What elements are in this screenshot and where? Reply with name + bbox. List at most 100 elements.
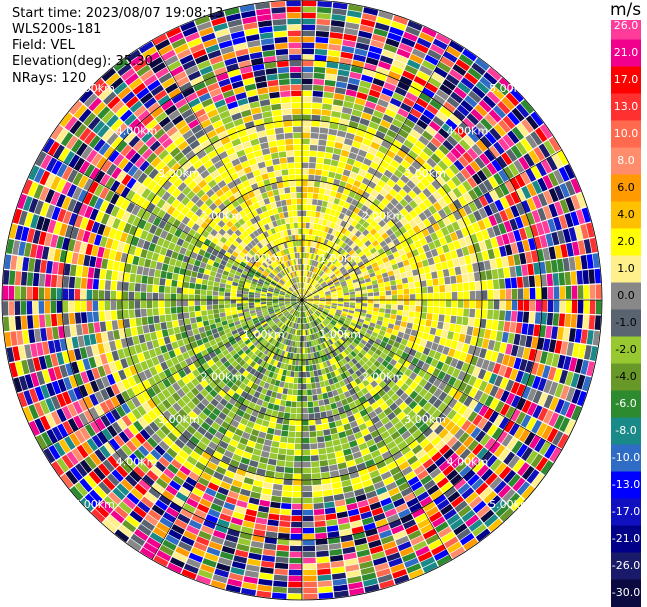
radar-gate [88, 356, 97, 369]
radar-gate [234, 473, 245, 483]
radar-gate [367, 243, 375, 251]
radar-gate [253, 275, 260, 281]
radar-gate [400, 174, 410, 184]
radar-gate [266, 357, 273, 364]
radar-gate [236, 296, 243, 300]
radar-gate [225, 534, 239, 543]
radar-gate [313, 301, 320, 304]
radar-gate [422, 528, 437, 540]
radar-gate [277, 342, 283, 349]
radar-gate [341, 358, 348, 365]
radar-gate [515, 141, 528, 156]
radar-gate [331, 294, 338, 297]
radar-gate [271, 324, 277, 330]
radar-gate [424, 54, 439, 66]
radar-gate [539, 261, 546, 274]
radar-gate [202, 558, 217, 568]
radar-gate [323, 245, 329, 252]
radar-gate [293, 335, 297, 341]
radar-gate [507, 231, 516, 244]
radar-gate [128, 300, 135, 310]
radar-gate [456, 274, 463, 284]
radar-gate [89, 420, 101, 434]
radar-gate [463, 204, 473, 215]
radar-gate [511, 107, 525, 122]
radar-gate [10, 255, 18, 270]
radar-gate [521, 200, 531, 214]
radar-gate [443, 394, 453, 405]
radar-gate [475, 231, 484, 242]
radar-gate [237, 286, 244, 291]
radar-gate [218, 364, 227, 372]
radar-gate [348, 335, 355, 341]
radar-gate [564, 213, 574, 228]
radar-gate [280, 289, 286, 293]
radar-gate [319, 315, 325, 320]
radar-gate [179, 345, 187, 354]
radar-gate [256, 385, 263, 393]
radar-gate [302, 467, 312, 474]
radar-gate [253, 391, 261, 399]
radar-gate [287, 307, 293, 311]
radar-gate [459, 532, 475, 546]
radar-gate [347, 575, 362, 584]
radar-gate [413, 103, 426, 114]
radar-gate [258, 336, 264, 343]
radar-gate [487, 67, 502, 81]
radar-gate [588, 315, 595, 330]
radar-gate [242, 290, 249, 295]
radar-gate [88, 232, 97, 245]
radar-gate [68, 288, 75, 300]
radar-gate [151, 504, 165, 516]
radar-gate [473, 318, 481, 328]
radar-gate [437, 160, 449, 171]
radar-gate [498, 417, 510, 430]
radar-gate [263, 395, 271, 403]
radar-gate [522, 239, 531, 252]
radar-gate [320, 237, 326, 244]
radar-gate [114, 251, 123, 262]
radar-gate [393, 530, 407, 540]
radar-gate [519, 334, 527, 347]
radar-gate [36, 342, 44, 357]
radar-gate [334, 348, 341, 355]
radar-gate [249, 546, 263, 555]
radar-gate [142, 210, 151, 222]
radar-gate [525, 335, 533, 348]
radar-gate [110, 300, 117, 311]
radar-gate [122, 519, 137, 533]
radar-gate [26, 358, 36, 373]
radar-gate [218, 330, 226, 337]
radar-gate [145, 358, 155, 369]
radar-gate [130, 326, 138, 337]
radar-gate [428, 395, 438, 405]
radar-gate [165, 279, 172, 287]
radar-gate [232, 453, 242, 462]
radar-gate [361, 387, 369, 395]
radar-gate [521, 264, 529, 276]
radar-gate [195, 482, 207, 492]
radar-gate [172, 551, 188, 563]
radar-gate [224, 430, 234, 439]
radar-gate [304, 282, 307, 289]
radar-gate [566, 342, 575, 357]
radar-gate [313, 66, 326, 74]
radar-gate [418, 135, 430, 146]
radar-gate [374, 243, 382, 251]
radar-gate [164, 300, 171, 308]
radar-gate [446, 436, 458, 448]
radar-gate [317, 325, 322, 331]
radar-gate [563, 164, 576, 180]
radar-gate [205, 514, 219, 524]
radar-gate [358, 505, 371, 514]
radar-gate [306, 304, 311, 309]
radar-gate [576, 390, 587, 407]
radar-gate [219, 312, 226, 318]
radar-gate [323, 258, 328, 265]
radar-gate [533, 146, 546, 161]
radar-gate [585, 222, 595, 238]
radar-gate [326, 346, 332, 353]
radar-gate [200, 563, 215, 574]
radar-gate [340, 112, 351, 121]
radar-gate [489, 385, 499, 397]
